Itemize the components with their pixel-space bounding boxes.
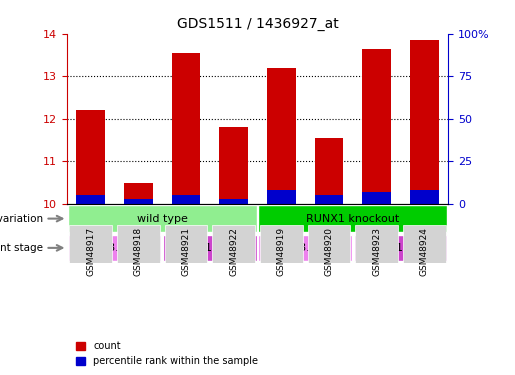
Bar [315,195,343,204]
Text: wild type: wild type [137,214,187,223]
Bar [219,199,248,204]
Text: GSM48920: GSM48920 [324,205,333,254]
Bar [171,53,200,204]
Bar [171,195,200,204]
Bar [267,190,296,204]
Bar [124,183,152,204]
Text: GSM48922: GSM48922 [229,205,238,254]
Bar [219,128,248,204]
Text: E12: E12 [199,243,220,253]
Text: E8.5: E8.5 [293,243,318,253]
Bar [76,195,105,204]
FancyBboxPatch shape [212,225,255,262]
Bar [315,138,343,204]
Text: GSM48921: GSM48921 [182,227,191,276]
Text: GSM48924: GSM48924 [420,227,428,276]
FancyBboxPatch shape [260,225,303,262]
Text: GSM48917: GSM48917 [87,227,95,276]
Legend: count, percentile rank within the sample: count, percentile rank within the sample [72,338,262,370]
Text: GSM48919: GSM48919 [277,205,286,254]
Bar [410,40,439,204]
Text: GSM48924: GSM48924 [420,205,428,254]
Bar [363,192,391,204]
Text: GSM48919: GSM48919 [277,227,286,276]
FancyBboxPatch shape [163,235,256,261]
FancyBboxPatch shape [70,225,112,262]
Text: GSM48918: GSM48918 [134,205,143,254]
Text: GSM48921: GSM48921 [182,205,191,254]
Text: GSM48923: GSM48923 [372,205,381,254]
Text: GSM48922: GSM48922 [229,227,238,276]
FancyBboxPatch shape [117,225,160,262]
Text: GSM48917: GSM48917 [87,205,95,254]
Title: GDS1511 / 1436927_at: GDS1511 / 1436927_at [177,17,338,32]
Text: GSM48923: GSM48923 [372,227,381,276]
FancyBboxPatch shape [68,206,256,232]
Text: E12: E12 [390,243,411,253]
FancyBboxPatch shape [259,206,447,232]
FancyBboxPatch shape [307,225,350,262]
Text: GSM48920: GSM48920 [324,227,333,276]
FancyBboxPatch shape [165,225,208,262]
FancyBboxPatch shape [68,235,161,261]
Bar [76,110,105,204]
Bar [124,199,152,204]
Text: genotype/variation: genotype/variation [0,214,43,223]
Bar [410,190,439,204]
Text: development stage: development stage [0,243,43,253]
Bar [267,68,296,204]
FancyBboxPatch shape [259,235,352,261]
Text: GSM48918: GSM48918 [134,227,143,276]
FancyBboxPatch shape [403,225,445,262]
FancyBboxPatch shape [355,225,398,262]
Text: RUNX1 knockout: RUNX1 knockout [306,214,400,223]
Text: E8.5: E8.5 [102,243,127,253]
Bar [363,49,391,204]
FancyBboxPatch shape [354,235,447,261]
